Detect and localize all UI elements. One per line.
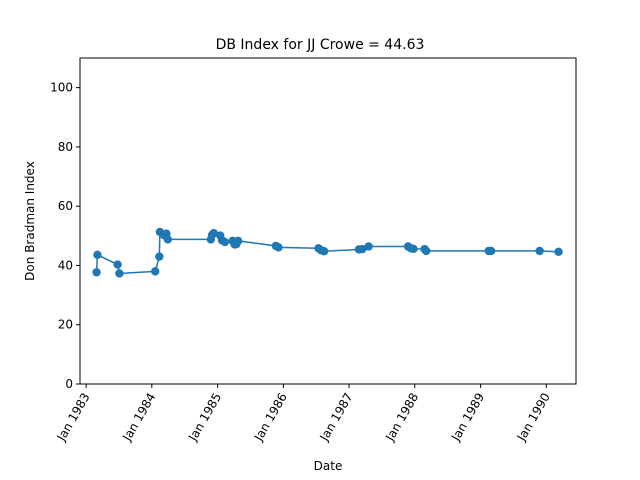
chart-title: DB Index for JJ Crowe = 44.63 (216, 37, 425, 53)
y-tick-label: 80 (58, 140, 73, 154)
data-point (115, 269, 124, 278)
data-point (151, 267, 160, 276)
series-layer (92, 227, 563, 278)
y-tick-label: 40 (58, 258, 73, 272)
y-tick-label: 0 (65, 377, 73, 391)
y-tick-label: 20 (58, 318, 73, 332)
data-point (155, 252, 164, 261)
data-point (163, 235, 173, 244)
data-point (535, 246, 544, 256)
data-point (113, 260, 122, 269)
x-axis-label: Date (314, 459, 343, 473)
plot-frame (79, 57, 577, 385)
data-point (319, 247, 329, 256)
y-tick-label: 100 (50, 81, 73, 95)
plot-area (79, 57, 577, 385)
data-point (486, 246, 496, 256)
data-point (209, 228, 218, 238)
y-tick-label: 60 (58, 199, 73, 213)
y-axis-label: Don Bradman Index (23, 161, 37, 281)
data-point (220, 237, 230, 247)
data-point (364, 242, 373, 251)
data-point (233, 236, 243, 246)
data-point (554, 247, 563, 257)
data-point (92, 268, 101, 277)
data-point (274, 243, 283, 252)
y-axis: 0 20 40 60 80 100 (50, 81, 80, 391)
data-point (357, 244, 367, 254)
data-point (409, 244, 418, 254)
data-point (93, 250, 102, 259)
data-point (422, 246, 431, 256)
